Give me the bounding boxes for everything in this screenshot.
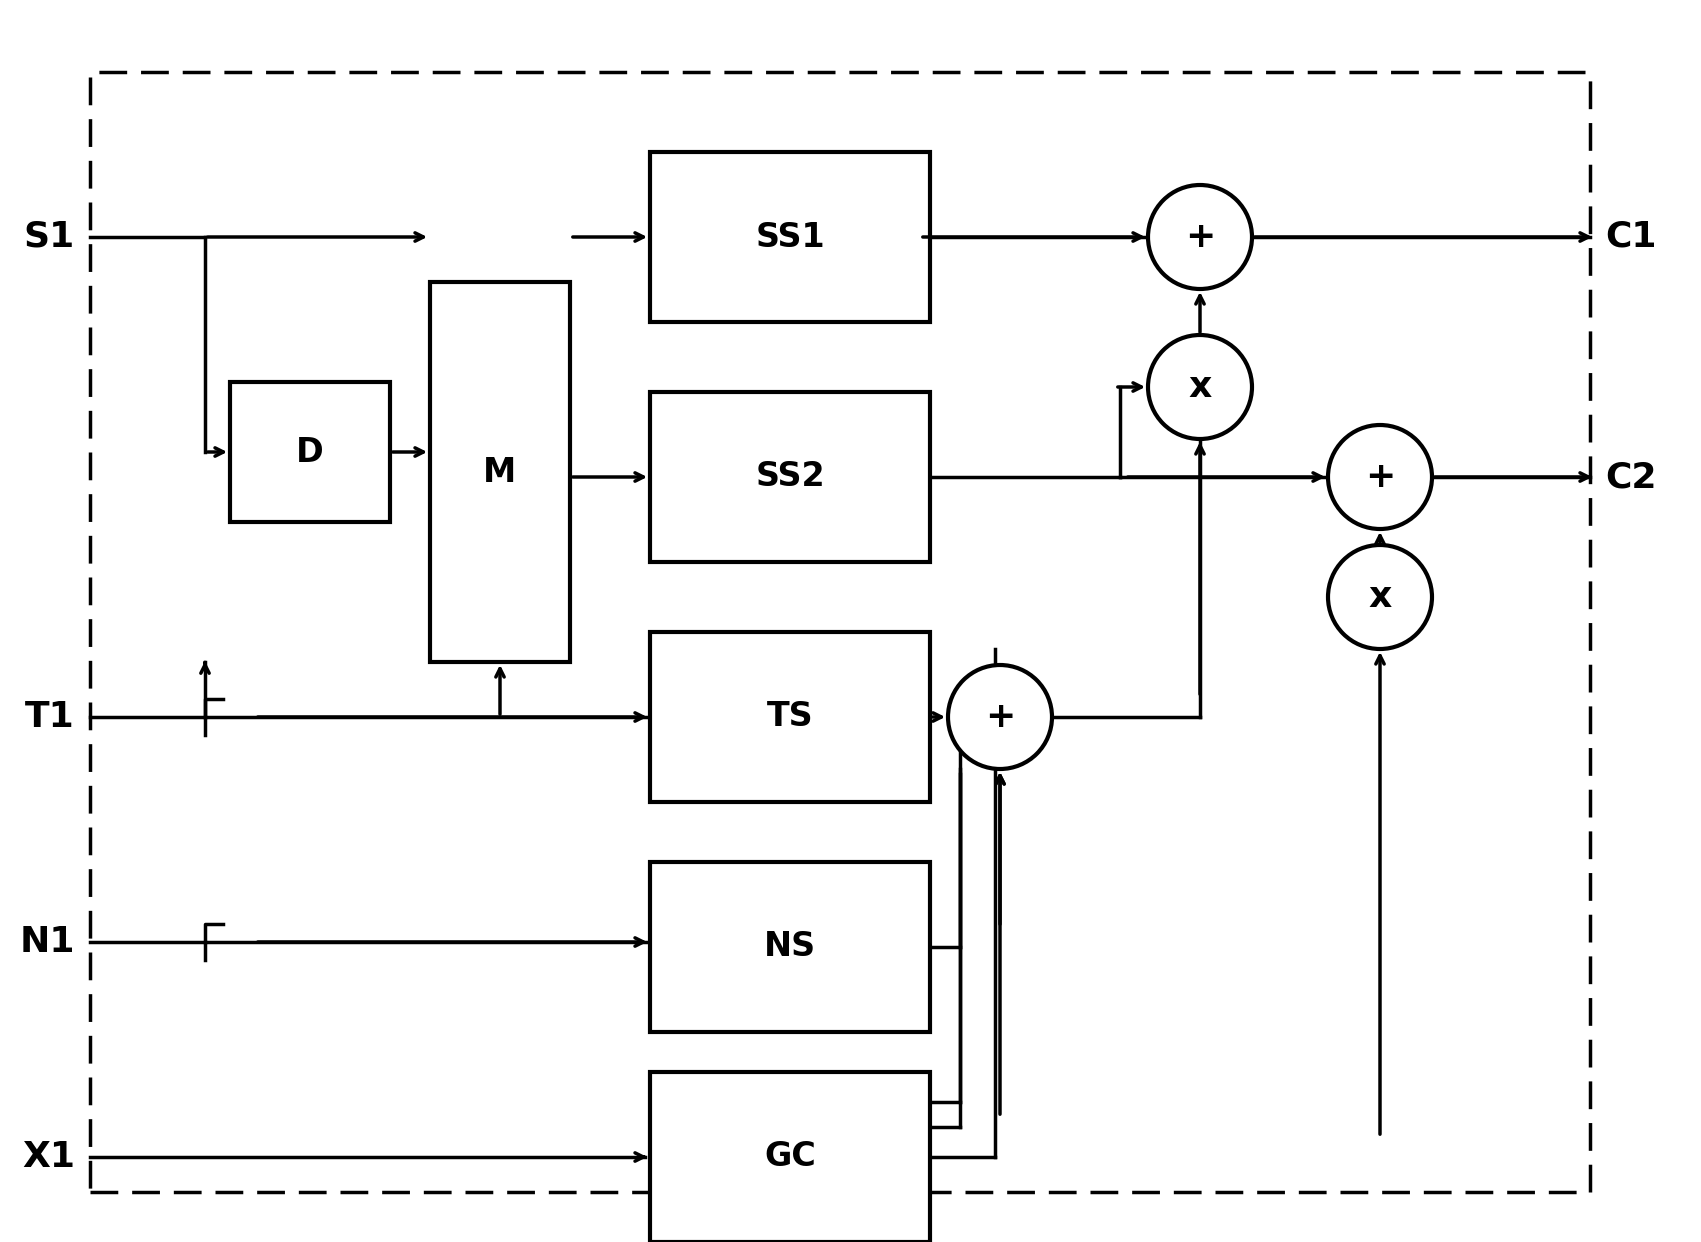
Circle shape [1148, 335, 1252, 438]
Bar [230, 383, 390, 522]
Text: SS2: SS2 [755, 461, 825, 493]
Text: D: D [296, 436, 323, 468]
Text: GC: GC [764, 1140, 816, 1174]
Text: N1: N1 [19, 925, 75, 959]
Text: x: x [1189, 370, 1211, 404]
Circle shape [1328, 545, 1432, 650]
Text: +: + [985, 700, 1015, 734]
Text: C1: C1 [1606, 220, 1657, 255]
Text: T1: T1 [26, 700, 75, 734]
Bar [650, 392, 930, 561]
Text: +: + [1186, 220, 1215, 255]
Bar [650, 862, 930, 1032]
Text: x: x [1368, 580, 1391, 614]
Bar [650, 152, 930, 322]
Text: S1: S1 [24, 220, 75, 255]
Text: TS: TS [767, 700, 813, 734]
Text: SS1: SS1 [755, 221, 825, 253]
Bar [90, 72, 1590, 1192]
Text: +: + [1364, 460, 1395, 494]
Bar [650, 632, 930, 802]
Circle shape [947, 664, 1051, 769]
Text: X1: X1 [22, 1140, 75, 1174]
Circle shape [1148, 185, 1252, 289]
Circle shape [1328, 425, 1432, 529]
Text: NS: NS [764, 930, 816, 964]
Bar [650, 1072, 930, 1242]
Text: M: M [483, 456, 517, 488]
Text: C2: C2 [1606, 460, 1657, 494]
Bar [430, 282, 570, 662]
